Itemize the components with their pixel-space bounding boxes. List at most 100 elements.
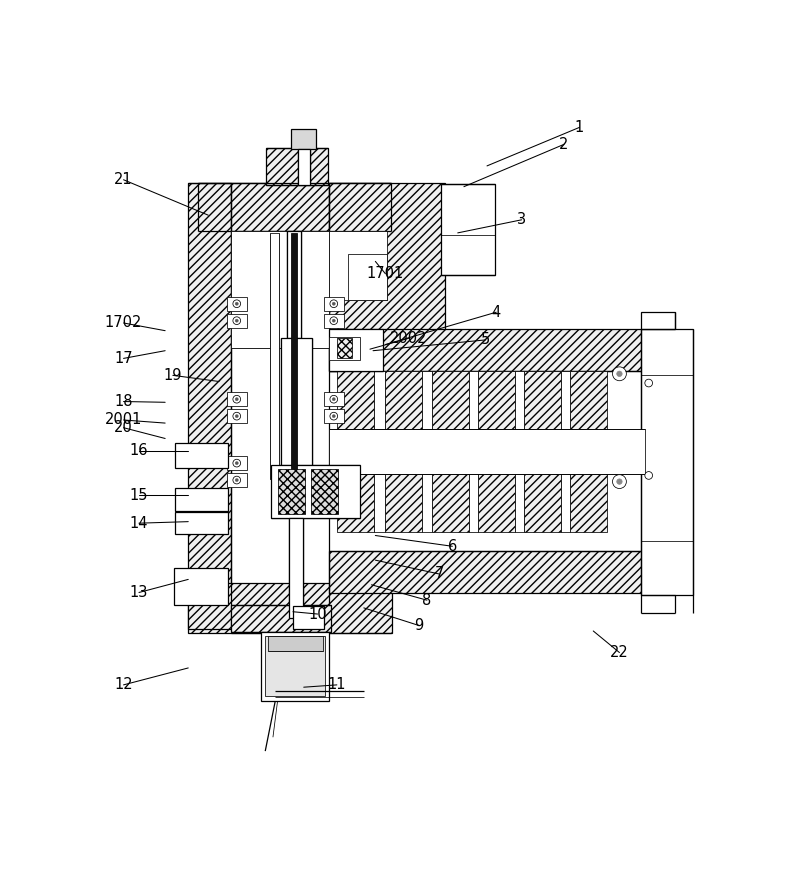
Bar bbox=[349, 254, 387, 300]
Text: 11: 11 bbox=[328, 677, 346, 692]
Bar bbox=[469, 474, 478, 532]
Circle shape bbox=[330, 395, 338, 403]
Circle shape bbox=[235, 415, 238, 418]
Bar bbox=[230, 183, 329, 230]
Circle shape bbox=[233, 460, 241, 467]
Bar bbox=[329, 230, 387, 300]
Bar bbox=[188, 183, 230, 630]
Bar bbox=[174, 568, 227, 605]
Bar bbox=[641, 329, 694, 594]
Bar bbox=[291, 129, 316, 149]
Text: 1701: 1701 bbox=[366, 266, 404, 281]
Text: 8: 8 bbox=[422, 593, 431, 608]
Circle shape bbox=[330, 300, 338, 308]
Text: 1: 1 bbox=[574, 120, 584, 135]
Bar bbox=[337, 474, 374, 532]
Bar bbox=[324, 392, 344, 406]
Bar bbox=[226, 409, 246, 423]
Text: 4: 4 bbox=[492, 304, 501, 319]
Bar bbox=[287, 230, 301, 339]
Bar bbox=[561, 371, 570, 430]
Circle shape bbox=[330, 412, 338, 420]
Bar bbox=[271, 466, 360, 518]
Bar bbox=[175, 488, 227, 511]
Circle shape bbox=[645, 472, 653, 479]
Bar bbox=[431, 371, 469, 430]
Bar bbox=[329, 329, 383, 371]
Bar bbox=[270, 233, 279, 479]
Bar bbox=[478, 474, 514, 532]
Circle shape bbox=[332, 303, 335, 305]
Bar bbox=[282, 339, 312, 466]
Circle shape bbox=[332, 415, 335, 418]
Text: 9: 9 bbox=[414, 618, 424, 633]
Bar bbox=[329, 329, 668, 371]
Circle shape bbox=[617, 371, 622, 377]
Text: 18: 18 bbox=[114, 394, 133, 409]
Circle shape bbox=[613, 367, 626, 381]
Bar bbox=[386, 371, 422, 430]
Circle shape bbox=[330, 317, 338, 325]
Bar bbox=[478, 371, 514, 430]
Bar bbox=[290, 233, 297, 510]
Bar bbox=[175, 443, 227, 467]
Bar bbox=[267, 636, 323, 651]
Text: 2002: 2002 bbox=[390, 331, 427, 346]
Circle shape bbox=[235, 398, 238, 400]
Circle shape bbox=[233, 476, 241, 484]
Bar bbox=[570, 371, 607, 430]
Bar bbox=[524, 371, 561, 430]
Text: 15: 15 bbox=[130, 488, 148, 503]
Bar bbox=[469, 371, 478, 430]
Bar bbox=[329, 337, 360, 360]
Circle shape bbox=[235, 319, 238, 322]
Bar bbox=[329, 430, 645, 474]
Bar bbox=[226, 297, 246, 310]
Bar bbox=[329, 183, 445, 348]
Bar bbox=[374, 474, 386, 532]
Circle shape bbox=[235, 303, 238, 305]
Bar bbox=[230, 230, 329, 348]
Circle shape bbox=[233, 300, 241, 308]
Circle shape bbox=[332, 398, 335, 400]
Bar bbox=[278, 469, 305, 514]
Circle shape bbox=[645, 379, 653, 387]
Bar bbox=[324, 314, 344, 327]
Bar bbox=[226, 392, 246, 406]
Text: 22: 22 bbox=[610, 645, 629, 660]
Bar bbox=[226, 456, 246, 470]
Bar bbox=[293, 606, 324, 630]
Circle shape bbox=[233, 395, 241, 403]
Bar bbox=[386, 474, 422, 532]
Circle shape bbox=[233, 317, 241, 325]
Circle shape bbox=[332, 319, 335, 322]
Text: 19: 19 bbox=[163, 368, 182, 383]
Circle shape bbox=[235, 461, 238, 465]
Text: 3: 3 bbox=[517, 213, 526, 228]
Bar bbox=[514, 474, 524, 532]
Bar bbox=[524, 474, 561, 532]
Circle shape bbox=[613, 475, 626, 489]
Bar bbox=[422, 474, 431, 532]
Circle shape bbox=[617, 479, 622, 484]
Text: 20: 20 bbox=[114, 420, 133, 435]
Text: 21: 21 bbox=[114, 172, 133, 187]
Text: 6: 6 bbox=[448, 539, 457, 554]
Bar bbox=[329, 551, 668, 594]
Bar bbox=[329, 183, 390, 348]
Bar bbox=[570, 474, 607, 532]
Bar bbox=[198, 183, 390, 230]
Text: 16: 16 bbox=[130, 444, 148, 459]
Polygon shape bbox=[641, 312, 675, 329]
Text: 13: 13 bbox=[130, 585, 148, 600]
Text: 2001: 2001 bbox=[105, 413, 142, 428]
Bar bbox=[311, 469, 338, 514]
Bar bbox=[226, 473, 246, 487]
Bar bbox=[230, 605, 330, 632]
Bar bbox=[289, 518, 303, 618]
Bar bbox=[324, 297, 344, 310]
Bar bbox=[337, 339, 352, 358]
Text: 7: 7 bbox=[434, 566, 444, 581]
Bar bbox=[374, 371, 386, 430]
Bar bbox=[298, 149, 310, 185]
